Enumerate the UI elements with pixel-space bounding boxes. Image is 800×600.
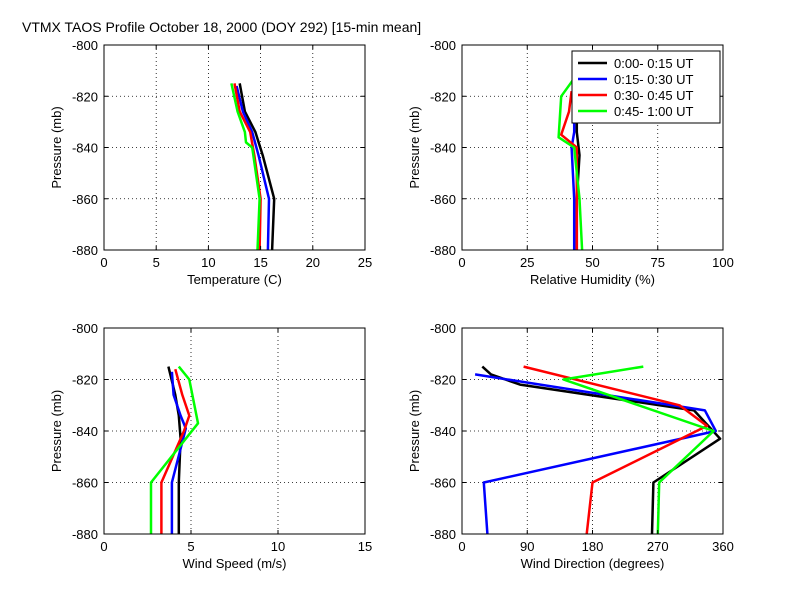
chart-wind_speed: 0 5 10 15 -800 -820 -840 -860 -880 Wind Speed (m/… <box>49 321 372 571</box>
x-tick-label: 270 <box>647 539 669 554</box>
series-line <box>523 365 709 535</box>
series-line <box>160 368 191 534</box>
y-tick-label: -880 <box>72 527 98 542</box>
y-tick-label: -880 <box>430 527 456 542</box>
series-line <box>557 77 584 251</box>
legend: 0:00- 0:15 UT0:15- 0:30 UT0:30- 0:45 UT0… <box>571 50 721 124</box>
chart-wind_direction: 0 90 180 270 360 -800 -820 -840 -860 -880 Wind Dir… <box>407 321 734 571</box>
chart-temperature: 0 5 10 15 20 25 -800 -820 -840 -860 -880 Temperatur… <box>49 38 372 287</box>
y-tick-label: -820 <box>72 373 98 388</box>
x-axis-label: Temperature (C) <box>187 272 282 287</box>
series-line <box>238 83 276 251</box>
y-tick-label: -860 <box>430 476 456 491</box>
series-line <box>233 83 262 251</box>
x-tick-label: 15 <box>253 255 267 270</box>
chart-panels: 0 5 10 15 20 25 -800 -820 -840 -860 -880 Temperatur… <box>49 38 734 571</box>
x-tick-label: 75 <box>651 255 665 270</box>
x-tick-label: 5 <box>187 539 194 554</box>
y-tick-label: -840 <box>430 424 456 439</box>
x-tick-label: 0 <box>458 255 465 270</box>
y-tick-label: -840 <box>72 141 98 156</box>
x-tick-label: 90 <box>520 539 534 554</box>
series-line <box>170 371 188 534</box>
y-axis-label: Pressure (mb) <box>407 390 422 472</box>
x-tick-label: 25 <box>520 255 534 270</box>
y-tick-label: -800 <box>430 321 456 336</box>
x-tick-label: 360 <box>712 539 734 554</box>
series-line <box>474 373 718 535</box>
legend-label: 0:00- 0:15 UT <box>614 56 694 71</box>
x-tick-label: 10 <box>271 539 285 554</box>
x-axis-label: Wind Speed (m/s) <box>182 556 286 571</box>
x-tick-label: 15 <box>358 539 372 554</box>
x-tick-label: 10 <box>201 255 215 270</box>
series-line <box>235 85 271 251</box>
figure-title: VTMX TAOS Profile October 18, 2000 (DOY … <box>22 19 421 35</box>
x-tick-label: 0 <box>100 539 107 554</box>
legend-label: 0:45- 1:00 UT <box>614 104 694 119</box>
series-line <box>149 365 200 534</box>
y-tick-label: -800 <box>430 38 456 53</box>
chart-humidity: 0 25 50 75 100 -800 -820 -840 -860 -880 Relative H… <box>407 38 734 287</box>
y-tick-label: -880 <box>72 243 98 258</box>
y-axis-label: Pressure (mb) <box>49 106 64 188</box>
y-axis-label: Pressure (mb) <box>49 390 64 472</box>
x-tick-label: 25 <box>358 255 372 270</box>
legend-label: 0:15- 0:30 UT <box>614 72 694 87</box>
axes-box <box>461 327 724 535</box>
y-tick-label: -820 <box>430 89 456 104</box>
y-tick-label: -880 <box>430 243 456 258</box>
y-tick-label: -820 <box>430 373 456 388</box>
y-tick-label: -820 <box>72 89 98 104</box>
axes-box <box>103 327 366 535</box>
series-line <box>481 365 722 535</box>
x-tick-label: 180 <box>582 539 604 554</box>
x-tick-label: 50 <box>585 255 599 270</box>
x-tick-label: 20 <box>306 255 320 270</box>
y-axis-label: Pressure (mb) <box>407 106 422 188</box>
series-line <box>230 83 261 251</box>
x-tick-label: 5 <box>153 255 160 270</box>
y-tick-label: -840 <box>72 424 98 439</box>
y-tick-label: -800 <box>72 321 98 336</box>
x-tick-label: 0 <box>458 539 465 554</box>
y-tick-label: -860 <box>72 192 98 207</box>
x-axis-label: Wind Direction (degrees) <box>521 556 665 571</box>
y-tick-label: -840 <box>430 141 456 156</box>
series-line <box>562 365 715 535</box>
series-line <box>559 90 579 250</box>
x-tick-label: 100 <box>712 255 734 270</box>
axes-box <box>103 44 366 251</box>
x-axis-label: Relative Humidity (%) <box>530 272 655 287</box>
legend-label: 0:30- 0:45 UT <box>614 88 694 103</box>
y-tick-label: -860 <box>72 476 98 491</box>
y-tick-label: -860 <box>430 192 456 207</box>
x-tick-label: 0 <box>100 255 107 270</box>
y-tick-label: -800 <box>72 38 98 53</box>
